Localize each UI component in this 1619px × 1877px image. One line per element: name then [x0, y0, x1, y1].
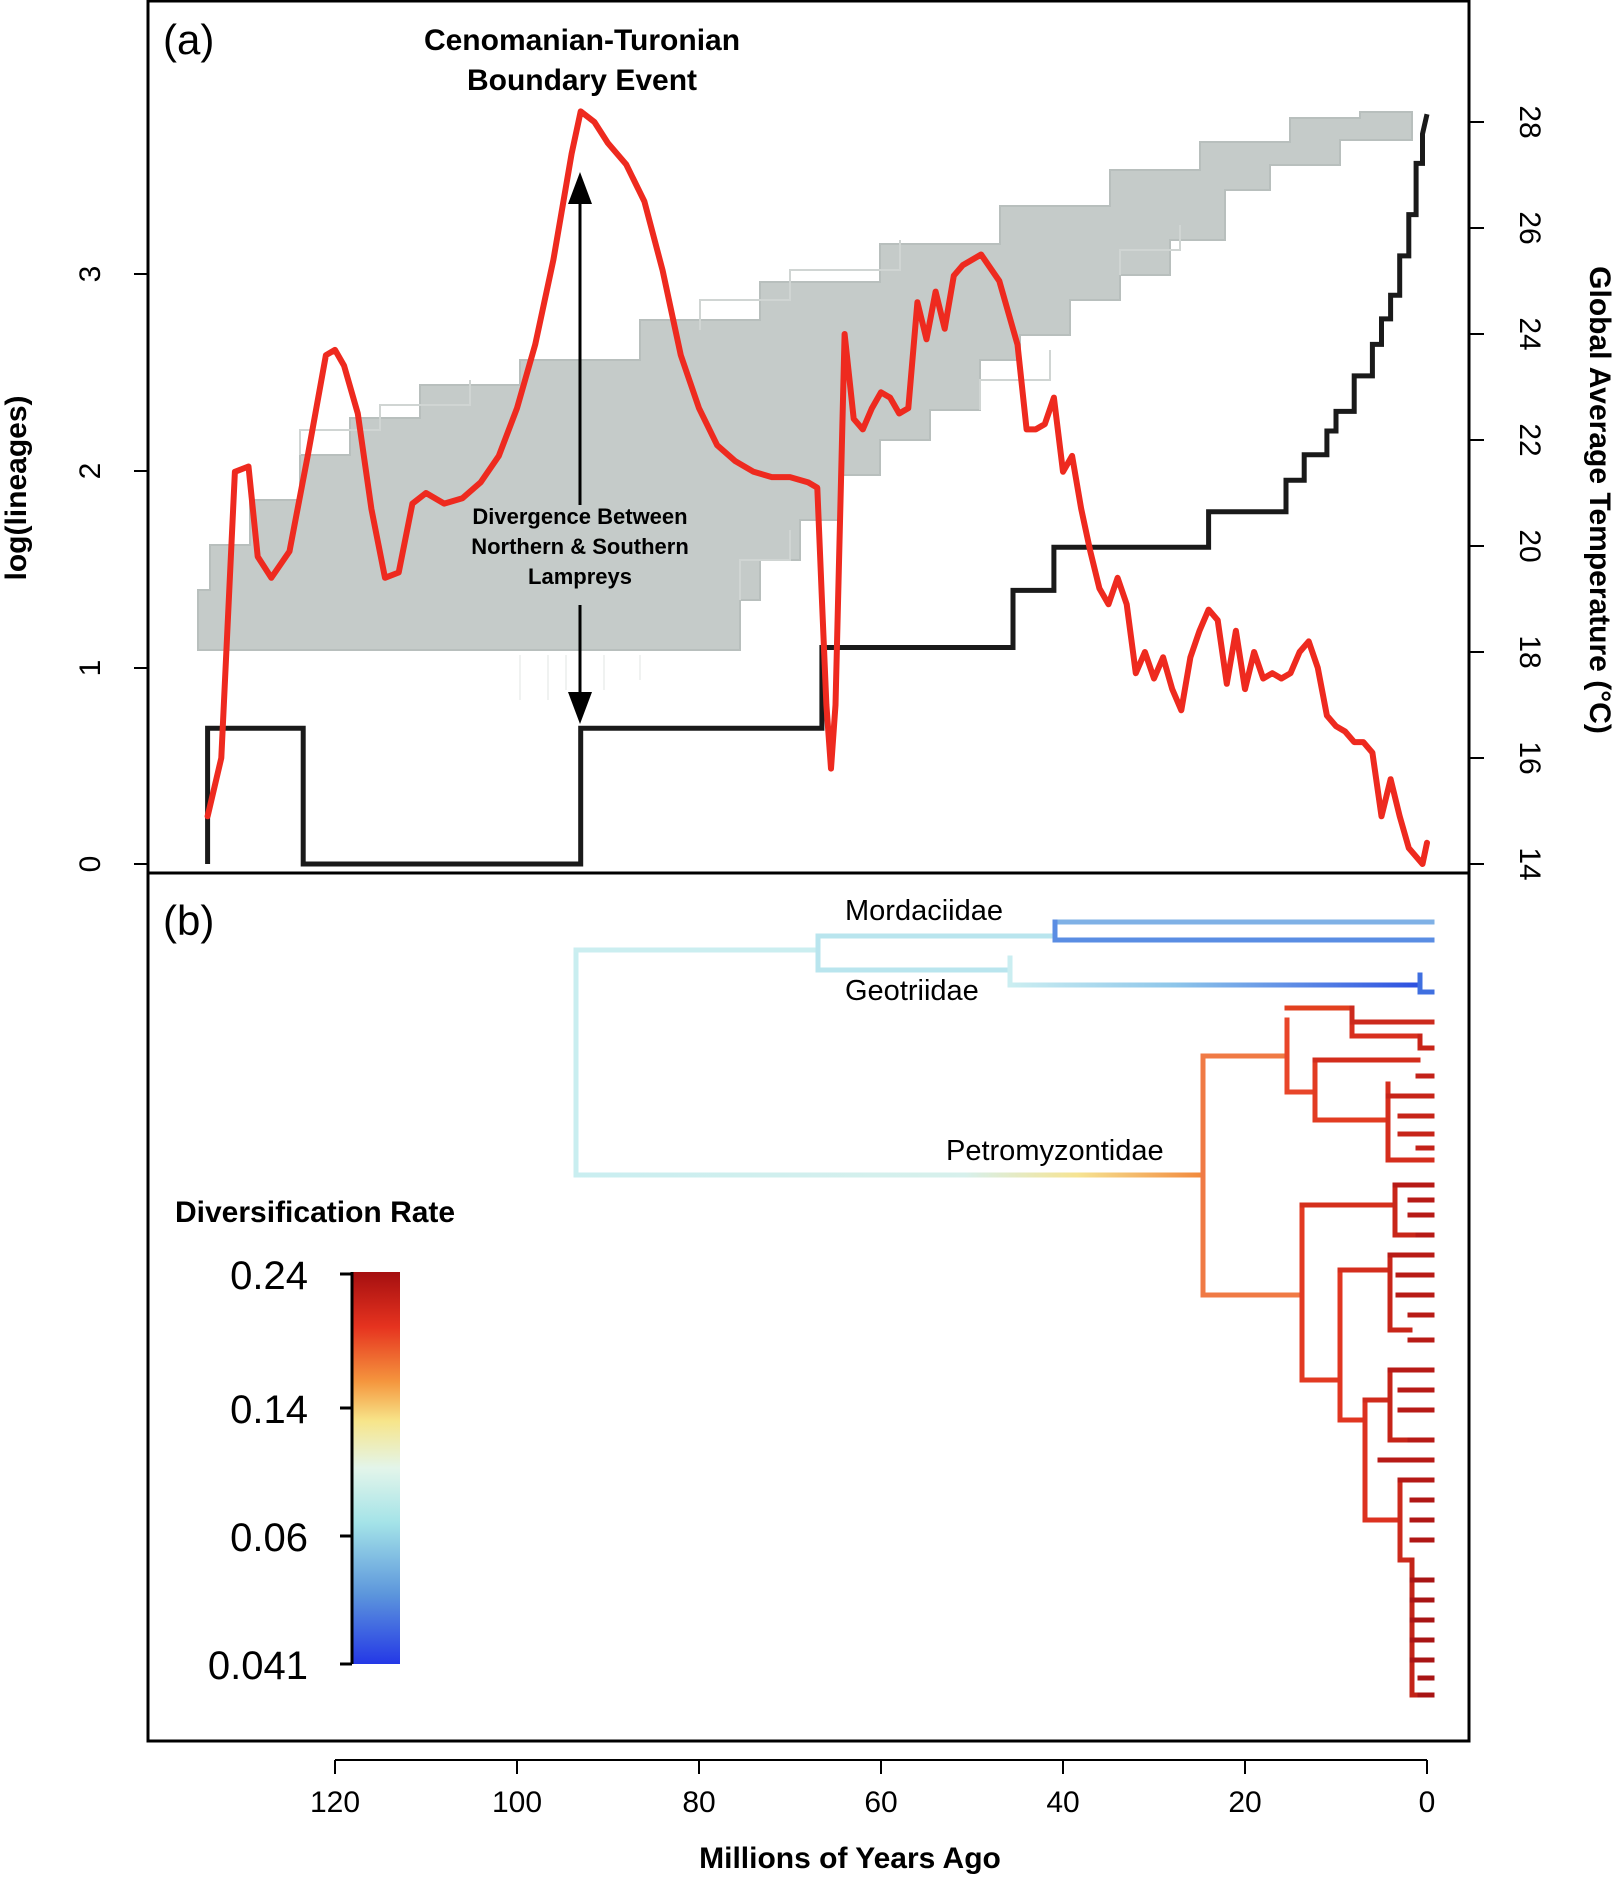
- right-axis: 14 16 18 20 22 24: [1469, 105, 1616, 881]
- right-tick-28: 28: [1469, 105, 1546, 139]
- tree-north-branch: [1312, 1057, 1391, 1123]
- tree-north-branch: [1385, 1081, 1435, 1163]
- tree-mordaciidae-branch: [1052, 919, 1435, 943]
- x-tick-label: 20: [1228, 1786, 1261, 1819]
- x-axis-title: Millions of Years Ago: [699, 1842, 1001, 1875]
- ltt-posterior-line: [739, 530, 791, 600]
- left-tick-label: 1: [74, 660, 107, 677]
- temperature-line: [204, 108, 1430, 867]
- tree-petromyzontidae-node: [1200, 1053, 1305, 1298]
- panel-b-label: (b): [163, 897, 214, 944]
- x-tick-0: 0: [1419, 1760, 1436, 1819]
- panel-b-frame: [146, 871, 1471, 1743]
- rate-legend-tick-label: 0.041: [208, 1644, 308, 1688]
- x-tick-label: 0: [1419, 1786, 1436, 1819]
- right-tick-22: 22: [1469, 423, 1546, 457]
- left-tick-1: 1: [74, 660, 148, 677]
- x-tick-label: 100: [492, 1786, 542, 1819]
- x-tick-40: 40: [1046, 1760, 1080, 1819]
- x-tick-label: 80: [682, 1786, 715, 1819]
- clade-label-mordaciidae: Mordaciidae: [845, 895, 1003, 927]
- phylogeny-tree: [573, 919, 1435, 1698]
- right-tick-18: 18: [1469, 635, 1546, 669]
- tree-geotriidae-tip-2: [1417, 972, 1435, 995]
- clade-label-petromyzontidae: Petromyzontidae: [946, 1135, 1164, 1167]
- ltt-posterior-lines: [299, 225, 1181, 600]
- divergence-label-line1: Divergence Between: [472, 504, 687, 529]
- tree-north-branch: [1392, 1182, 1421, 1238]
- tree-north-node-a: [1284, 1017, 1318, 1095]
- left-tick-3: 3: [74, 266, 148, 283]
- panel-a: (a) 0: [0, 0, 1616, 881]
- x-tick-100: 100: [492, 1760, 542, 1819]
- ltt-posterior-area: [197, 111, 1413, 651]
- x-axis: 120 100 80 60 40 20 0 Millions of Years …: [310, 1759, 1436, 1875]
- rate-legend-tick-label: 0.24: [230, 1254, 308, 1298]
- divergence-label-line2: Northern & Southern: [471, 534, 689, 559]
- tree-north-branch: [1349, 1005, 1435, 1025]
- rate-legend: Diversification Rate 0.24 0.14 0.06 0.04…: [175, 1196, 455, 1688]
- rate-legend-colorbar: [352, 1272, 400, 1664]
- event-title-line1: Cenomanian-Turonian: [424, 24, 740, 57]
- left-tick-label: 3: [74, 266, 107, 283]
- panel-b: (b): [146, 871, 1471, 1743]
- clade-label-geotriidae: Geotriidae: [845, 975, 979, 1007]
- right-axis-title: Global Average Temperature (°C): [1583, 266, 1616, 734]
- left-axis-title: log(lineages): [0, 395, 33, 580]
- tree-north-branch: [1387, 1367, 1413, 1443]
- ltt-posterior-line: [299, 380, 471, 455]
- right-tick-24: 24: [1469, 317, 1546, 351]
- divergence-arrow: [568, 172, 592, 724]
- tree-north-node-e: [1397, 1477, 1415, 1563]
- left-tick-label: 0: [74, 856, 107, 873]
- right-tick-26: 26: [1469, 211, 1546, 245]
- right-tick-label: 24: [1513, 317, 1546, 350]
- rate-legend-tick-label: 0.14: [230, 1388, 308, 1432]
- x-tick-label: 60: [864, 1786, 897, 1819]
- right-tick-label: 16: [1513, 741, 1546, 774]
- arrow-up-icon: [568, 172, 592, 204]
- right-tick-label: 14: [1513, 847, 1546, 880]
- left-tick-2: 2: [74, 463, 148, 480]
- right-tick-label: 28: [1513, 105, 1546, 138]
- left-tick-0: 0: [74, 856, 148, 873]
- ltt-posterior-line: [1119, 225, 1181, 275]
- tree-southern-node: [815, 933, 1058, 973]
- right-tick-label: 18: [1513, 635, 1546, 668]
- right-tick-20: 20: [1469, 529, 1546, 563]
- divergence-label-line3: Lampreys: [528, 564, 632, 589]
- ltt-posterior-line: [699, 240, 901, 330]
- right-tick-label: 22: [1513, 423, 1546, 456]
- tree-north-branch: [1409, 1557, 1423, 1698]
- ltt-empirical-line: [205, 113, 1430, 867]
- arrow-down-icon: [568, 692, 592, 724]
- rate-legend-title: Diversification Rate: [175, 1196, 455, 1229]
- rate-legend-tick-label: 0.06: [230, 1516, 308, 1560]
- x-tick-60: 60: [864, 1760, 898, 1819]
- ltt-posterior-cloud: [197, 111, 1413, 700]
- left-tick-label: 2: [74, 463, 107, 480]
- tree-north-node-d: [1362, 1397, 1403, 1523]
- x-tick-label: 40: [1046, 1786, 1079, 1819]
- tree-geotriidae-branch: [1007, 955, 1423, 988]
- ltt-posterior-gaps: [519, 655, 641, 700]
- left-axis: 0 1 2 3 log(lineages): [0, 266, 148, 873]
- ltt-posterior-line: [979, 350, 1051, 410]
- tree-north-node-c: [1337, 1267, 1368, 1423]
- tree-north-branch: [1417, 1033, 1435, 1051]
- x-tick-120: 120: [310, 1760, 360, 1819]
- right-tick-14: 14: [1469, 847, 1546, 881]
- tree-north-node-b: [1299, 1202, 1343, 1383]
- panel-a-label: (a): [163, 16, 214, 63]
- x-tick-label: 120: [310, 1786, 360, 1819]
- x-tick-20: 20: [1228, 1760, 1262, 1819]
- x-tick-80: 80: [682, 1760, 716, 1819]
- tree-north-branch: [1387, 1252, 1413, 1333]
- right-tick-label: 26: [1513, 211, 1546, 244]
- event-title-line2: Boundary Event: [467, 64, 697, 97]
- right-tick-label: 20: [1513, 529, 1546, 562]
- right-tick-16: 16: [1469, 741, 1546, 775]
